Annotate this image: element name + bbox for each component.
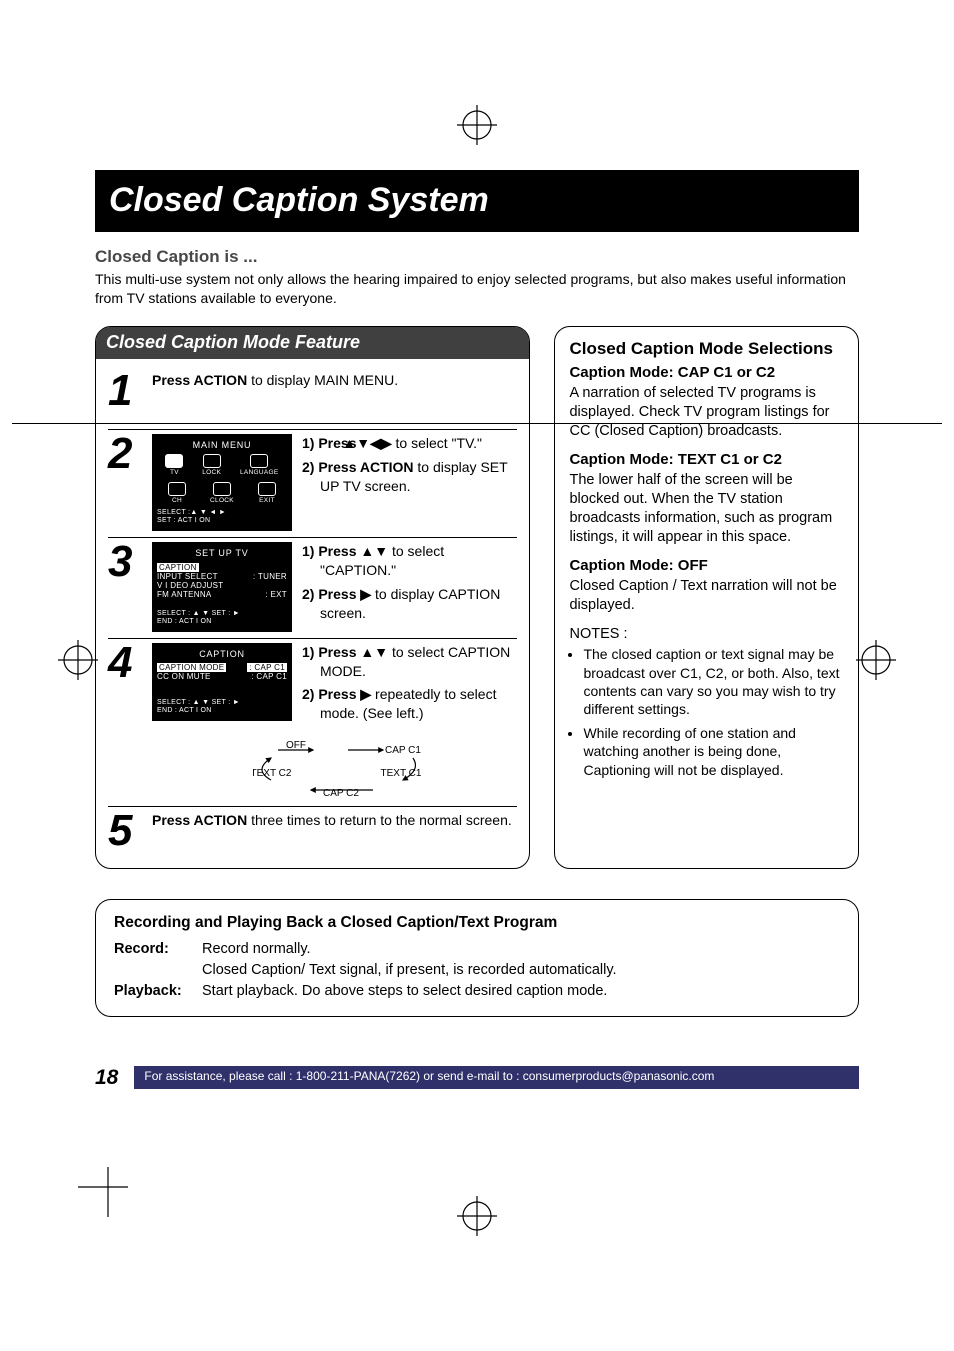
- step-1: 1 Press ACTION to display MAIN MENU.: [96, 367, 529, 417]
- intro-heading: Closed Caption is ...: [95, 246, 859, 268]
- step-2-row: 2 MAIN MENU TV LOCK LANGUAGE CH CLOCK EX…: [96, 430, 529, 537]
- mode-cycle-diagram: OFF CAP C1 TEXT C1 TEXT C2 CAP C2: [146, 740, 529, 803]
- note-2: While recording of one station and watch…: [583, 724, 844, 779]
- step-5: 5 Press ACTION three times to return to …: [96, 807, 529, 857]
- main-menu-screenshot: MAIN MENU TV LOCK LANGUAGE CH CLOCK EXIT…: [152, 434, 292, 531]
- playback-label: Playback:: [114, 981, 202, 1002]
- s4-r1b: : CAP C1: [251, 672, 287, 681]
- page-title: Closed Caption System: [95, 170, 859, 232]
- step1-bold: Press ACTION: [152, 372, 247, 388]
- s3-r1b: : TUNER: [253, 572, 287, 581]
- record-line1: Record normally.: [202, 939, 617, 960]
- record-line2: Closed Caption/ Text signal, if present,…: [202, 960, 617, 981]
- notes-label: NOTES :: [569, 625, 844, 644]
- feature-heading: Closed Caption Mode Feature: [96, 327, 529, 359]
- s3-r3b: : EXT: [265, 590, 287, 599]
- end-row-3: END : ACT I ON: [157, 618, 287, 626]
- recording-heading: Recording and Playing Back a Closed Capt…: [114, 912, 840, 934]
- arrow-updownleftright-icon: ▲▼◀▶: [360, 434, 391, 453]
- icon-exit: EXIT: [259, 497, 275, 504]
- icon-tv: TV: [170, 469, 179, 476]
- crop-mark-bottom: [457, 1196, 497, 1236]
- mode1-text: A narration of selected TV programs is d…: [569, 384, 844, 441]
- mode3-text: Closed Caption / Text narration will not…: [569, 577, 844, 615]
- mode3-heading: Caption Mode: OFF: [569, 556, 844, 576]
- s4-r0b: : CAP C1: [247, 663, 287, 672]
- setup-tv-screenshot: SET UP TV CAPTION INPUT SELECT : TUNER V …: [152, 542, 292, 631]
- page-number: 18: [95, 1064, 118, 1091]
- select-row-4: SELECT : ▲ ▼ SET : ►: [157, 699, 287, 707]
- svg-text:TEXT C1: TEXT C1: [380, 768, 421, 779]
- select-row-2: SELECT :▲ ▼ ◄ ►: [157, 509, 287, 517]
- step-number-4: 4: [108, 643, 142, 683]
- caption-screenshot: CAPTION CAPTION MODE : CAP C1 CC ON MUTE:…: [152, 643, 292, 722]
- s3-r1a: INPUT SELECT: [157, 572, 218, 581]
- step-number-3: 3: [108, 542, 142, 582]
- note-1: The closed caption or text signal may be…: [583, 645, 844, 718]
- step-number-5: 5: [108, 811, 142, 851]
- step-4-row: 4 CAPTION CAPTION MODE : CAP C1 CC ON MUT…: [96, 639, 529, 735]
- record-label: Record:: [114, 939, 202, 981]
- s4-r1a: CC ON MUTE: [157, 672, 211, 681]
- footer-bar: For assistance, please call : 1-800-211-…: [134, 1066, 859, 1089]
- step-3-row: 3 SET UP TV CAPTION INPUT SELECT : TUNER …: [96, 538, 529, 637]
- feature-box: Closed Caption Mode Feature 1 Press ACTI…: [95, 326, 530, 869]
- s4-r0a: CAPTION MODE: [157, 663, 226, 672]
- s4-l2a: 2) Press: [302, 686, 360, 702]
- svg-text:TEXT C2: TEXT C2: [253, 768, 292, 779]
- icon-lock: LOCK: [202, 469, 221, 476]
- set-row-2: SET : ACT I ON: [157, 517, 287, 525]
- crop-corner-bl: [78, 1167, 128, 1217]
- step1-rest: to display MAIN MENU.: [247, 372, 398, 388]
- playback-line1: Start playback. Do above steps to select…: [202, 981, 607, 1002]
- selections-box: Closed Caption Mode Selections Caption M…: [554, 326, 859, 869]
- s3-l2a: 2) Press: [302, 586, 360, 602]
- icon-ch: CH: [172, 497, 182, 504]
- arrow-right-icon: ▶: [360, 586, 371, 602]
- step-number-2: 2: [108, 434, 142, 474]
- s2-l2a: 2) Press ACTION: [302, 459, 414, 475]
- recording-box: Recording and Playing Back a Closed Capt…: [95, 899, 859, 1017]
- menu-title-2: MAIN MENU: [157, 440, 287, 450]
- menu-title-3: SET UP TV: [157, 548, 287, 558]
- s3-r3a: FM ANTENNA: [157, 590, 212, 599]
- svg-text:OFF: OFF: [286, 740, 306, 751]
- step-2: [96, 419, 529, 429]
- s3-r0: CAPTION: [157, 563, 199, 572]
- arrow-right-icon-2: ▶: [360, 686, 371, 702]
- page: Closed Caption System Closed Caption is …: [0, 0, 954, 1351]
- step5-bold: Press ACTION: [152, 812, 247, 828]
- svg-text:CAP C2: CAP C2: [323, 788, 359, 798]
- mode2-text: The lower half of the screen will be blo…: [569, 471, 844, 546]
- s3-l1a: 1) Press: [302, 543, 360, 559]
- select-row-3: SELECT : ▲ ▼ SET : ►: [157, 610, 287, 618]
- step5-rest: three times to return to the normal scre…: [247, 812, 512, 828]
- step-number-1: 1: [108, 371, 142, 411]
- intro-body: This multi-use system not only allows th…: [95, 270, 859, 308]
- footer: 18 For assistance, please call : 1-800-2…: [95, 1064, 859, 1091]
- s3-r2a: V I DEO ADJUST: [157, 581, 223, 590]
- arrow-updown-icon-2: ▲▼: [360, 644, 388, 660]
- selections-heading: Closed Caption Mode Selections: [569, 339, 844, 359]
- end-row-4: END : ACT I ON: [157, 707, 287, 715]
- icon-clock: CLOCK: [210, 497, 234, 504]
- s4-l1a: 1) Press: [302, 644, 360, 660]
- arrow-updown-icon: ▲▼: [360, 543, 388, 559]
- mode1-heading: Caption Mode: CAP C1 or C2: [569, 363, 844, 383]
- icon-language: LANGUAGE: [240, 469, 279, 476]
- svg-text:CAP C1: CAP C1: [385, 745, 421, 756]
- menu-title-4: CAPTION: [157, 649, 287, 659]
- mode2-heading: Caption Mode: TEXT C1 or C2: [569, 450, 844, 470]
- s2-l1c: to select "TV.": [392, 435, 482, 451]
